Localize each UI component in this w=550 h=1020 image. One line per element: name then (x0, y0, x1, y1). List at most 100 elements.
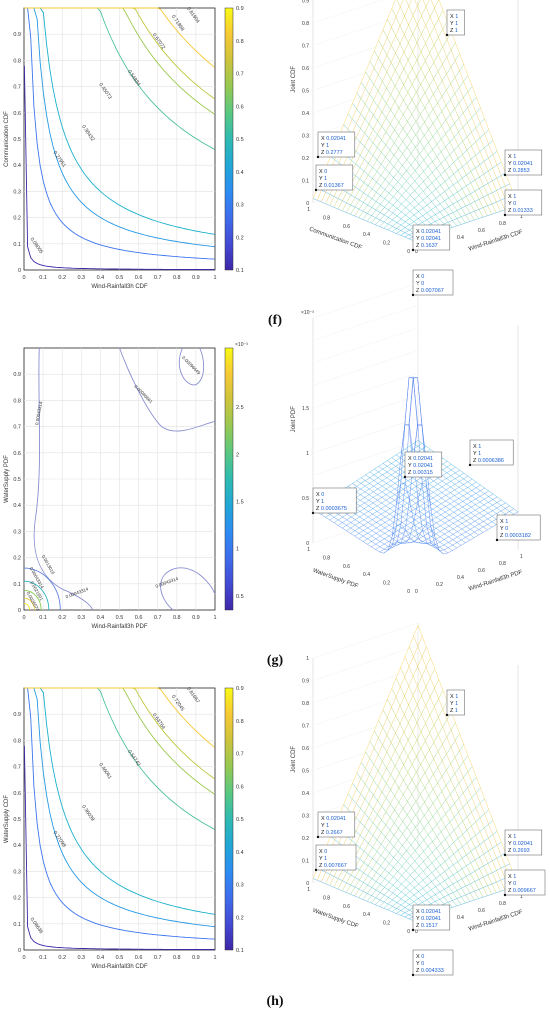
panel-label-g: (g) (266, 653, 284, 668)
x-tick-label: 0.6 (343, 564, 350, 570)
data-tip-value: 0 (421, 281, 424, 287)
x-tick-label: 0.4 (363, 572, 370, 578)
y-axis-label: Wind-Rainfall3h PDF (468, 569, 523, 592)
y-tick-label: 0.9 (13, 372, 21, 378)
z-tick-label: 0.8 (302, 701, 309, 707)
y-axis-label: Communication CDF (4, 111, 10, 167)
z-axis-label: Joint CDF (291, 746, 297, 773)
data-tip-text: Y 0.02041 (416, 916, 441, 922)
grid-line (312, 440, 419, 476)
grid-line (312, 757, 419, 794)
data-tip-box (312, 487, 357, 514)
data-tip-value: 0.1637 (421, 243, 438, 249)
surface-mesh-line (369, 61, 471, 222)
y-tick-label: 0 (18, 608, 21, 614)
data-tip-value: 0 (421, 274, 424, 280)
grid-line (312, 622, 419, 659)
surface-mesh-line (316, 636, 423, 881)
data-tip-value: 0.02041 (326, 136, 346, 142)
y-tick-label: 0.7 (13, 425, 21, 431)
data-tip-box (315, 844, 357, 871)
grid-line (312, 77, 419, 114)
data-tip-marker (403, 475, 407, 479)
data-tip-marker (314, 868, 318, 872)
data-tip-box (504, 149, 543, 176)
data-tip-text: X 0 (319, 849, 327, 855)
z-tick-label: 0 (306, 881, 309, 887)
data-tip-key: Y (321, 823, 326, 829)
data-tip-box (446, 9, 465, 36)
x-tick-label: 0 (22, 275, 25, 281)
contour-panel-0: 00 0.1 0.1 0.2 0.2 0.3 0.3 0.4 0.4 0.5 0.5 0.6 0.6 0.… (4, 6, 244, 290)
grid-line (312, 10, 419, 46)
data-tip-value: 0.02041 (421, 916, 441, 922)
data-tip-value: 0.009667 (513, 888, 536, 894)
data-tip-text: Z 0.01333 (508, 208, 533, 214)
data-tip-value: 0.004333 (421, 968, 444, 974)
colorbar-tick-label: 0.5 (236, 594, 244, 600)
data-tip-key: Y (408, 463, 413, 469)
data-tip-text: Y 1 (316, 499, 324, 505)
grid-line (312, 372, 419, 409)
data-tip-text: Y 1 (450, 701, 458, 707)
x-tick-label: 0.8 (173, 955, 181, 961)
surface-mesh-line (400, 667, 501, 892)
x-tick-label: 0.5 (116, 615, 124, 621)
colorbar-tick-label: 0.4 (236, 850, 244, 856)
data-tip-box (412, 269, 454, 296)
surface-mesh-line (413, 635, 514, 888)
y-tick-label: 0.4 (13, 163, 21, 169)
x-tick-label: 1 (307, 887, 310, 893)
y-tick-label: 0 (415, 929, 418, 935)
data-tip-text: X 0 (319, 169, 327, 175)
data-tip-box (504, 189, 543, 216)
data-tip-text: Z 0.2693 (508, 848, 530, 854)
y-axis-label: WaterSupply CDF (4, 795, 10, 843)
y-tick-label: 0.2 (13, 556, 21, 562)
colorbar-tick-label: 2.5 (236, 405, 244, 411)
data-tip-key: X (450, 14, 455, 20)
grid-line (312, 55, 419, 91)
z-tick-label: 1 (306, 451, 309, 457)
surface-mesh-line (391, 8, 493, 215)
data-tip-value: 0.01367 (324, 183, 344, 189)
colorbar (224, 687, 234, 951)
data-tip-value: 1 (324, 856, 327, 862)
grid-line (312, 0, 383, 24)
data-tip-box (496, 514, 541, 541)
data-tip-text: Y 1 (319, 176, 327, 182)
data-tip-value: 1 (455, 694, 458, 700)
data-tip-key: X (316, 492, 321, 498)
data-tip-value: 0.2667 (326, 830, 343, 836)
data-tip-key: Z (416, 243, 421, 249)
data-tip-key: Y (319, 176, 324, 182)
surface-mesh-line (404, 656, 506, 890)
data-tip-key: X (508, 834, 513, 840)
z-tick-label: 0.1 (302, 179, 309, 185)
colorbar-tick-label: 0.3 (236, 203, 244, 209)
data-tip-marker (503, 853, 507, 857)
data-tip-value: 0 (324, 169, 327, 175)
surface-mesh-line (321, 646, 427, 883)
data-tip-value: 1 (455, 28, 458, 34)
colorbar-tick-label: 0.9 (236, 6, 244, 12)
data-tip-key: Y (450, 701, 455, 707)
data-tip-value: 0 (321, 492, 324, 498)
x-tick-label: 0.6 (343, 904, 350, 910)
data-tip-marker (411, 293, 415, 297)
surface-mesh-line (396, 0, 497, 213)
contour-line (23, 597, 35, 611)
y-tick-label: 0 (415, 589, 418, 595)
x-tick-label: 0 (22, 615, 25, 621)
x-tick-label: 0.1 (39, 615, 47, 621)
data-tip-key: Z (416, 968, 421, 974)
data-tip-text: Y 0 (416, 281, 424, 287)
y-tick-label: 0.4 (13, 503, 21, 509)
y-tick-label: 0 (415, 249, 418, 255)
data-tip-text: X 1 (450, 14, 458, 20)
data-tip-box (412, 949, 454, 976)
data-tip-value: 1 (324, 176, 327, 182)
colorbar-tick-label: 0.4 (236, 170, 244, 176)
y-tick-label: 0.8 (499, 901, 506, 907)
